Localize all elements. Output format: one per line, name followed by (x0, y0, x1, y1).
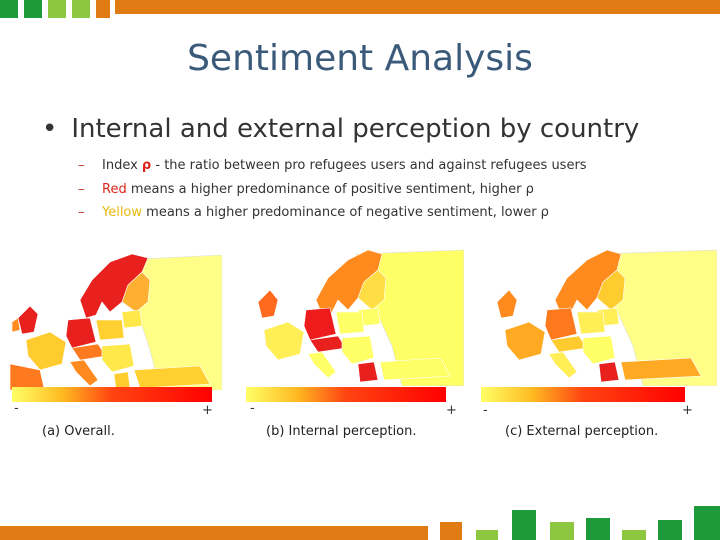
caption-internal: (b) Internal perception. (266, 424, 417, 439)
bullet-dot: • (42, 114, 58, 144)
map-c-balkans (582, 335, 616, 365)
sub-bullet-red: – Red means a higher predominance of posi… (78, 178, 587, 202)
caption-overall: (a) Overall. (42, 424, 115, 439)
top-square-1 (0, 0, 18, 18)
bottom-square-6 (622, 530, 646, 540)
map-external (479, 240, 717, 386)
colorbar-external (481, 387, 685, 402)
colorbar-c-minus: - (483, 403, 488, 418)
slide-title: Sentiment Analysis (187, 38, 533, 79)
top-decoration (0, 0, 720, 18)
sub1-rest: - the ratio between pro refugees users a… (151, 158, 587, 173)
map-overall (10, 240, 222, 390)
bottom-decoration (0, 506, 720, 540)
map-a-ireland (11, 317, 21, 333)
bottom-square-1 (440, 522, 462, 540)
map-b-balkans (341, 335, 375, 365)
yellow-word: Yellow (102, 205, 143, 220)
sub-bullet-index: – Index ρ - the ratio between pro refugee… (78, 154, 587, 178)
map-c-poland (576, 311, 606, 335)
sub1-prefix: Index (102, 158, 142, 173)
bottom-square-2 (476, 530, 498, 540)
top-stripe (115, 0, 720, 14)
top-square-5 (96, 0, 110, 18)
map-b-france (263, 321, 305, 361)
map-a-france (25, 331, 67, 371)
bottom-square-4 (550, 522, 574, 540)
dash-1: – (78, 158, 85, 173)
map-internal (244, 240, 464, 386)
dash-3: – (78, 205, 85, 220)
top-square-4 (72, 0, 90, 18)
map-b-germany (303, 307, 337, 341)
map-b-italy (307, 351, 337, 379)
rho-symbol: ρ (141, 158, 152, 173)
sub3-rest: means a higher predominance of negative … (142, 205, 549, 220)
map-a-uk (17, 305, 39, 335)
map-c-uk (496, 289, 518, 319)
map-c-greece (598, 361, 620, 383)
main-bullet: • Internal and external perception by cou… (42, 114, 639, 144)
map-c-germany (544, 307, 578, 341)
map-b-greece (357, 361, 379, 383)
top-square-3 (48, 0, 66, 18)
map-a-italy (69, 359, 99, 387)
caption-external: (c) External perception. (505, 424, 659, 439)
map-a-poland (95, 319, 125, 341)
bottom-square-5 (586, 518, 610, 540)
map-b-poland (335, 311, 365, 335)
colorbar-internal (246, 387, 446, 402)
bottom-square-8 (694, 506, 720, 540)
colorbar-a-minus: - (14, 401, 19, 416)
map-b-uk (257, 289, 279, 319)
bottom-square-3 (512, 510, 536, 540)
bottom-stripe (0, 526, 428, 540)
colorbar-a-plus: + (202, 403, 213, 418)
map-c-turkey (620, 357, 702, 381)
dash-2: – (78, 181, 85, 197)
sub-bullets: – Index ρ - the ratio between pro refugee… (78, 154, 587, 225)
sub2-rest: means a higher predominance of positive … (126, 181, 534, 197)
map-c-italy (548, 351, 578, 379)
map-a-germany (65, 317, 97, 349)
red-word: Red (102, 181, 127, 197)
map-c-france (504, 321, 546, 361)
bullet-text: Internal and external perception by coun… (71, 114, 640, 144)
map-a-balkans (101, 343, 135, 373)
colorbar-c-plus: + (682, 403, 693, 418)
map-a-turkey (133, 365, 211, 389)
map-b-turkey (379, 357, 451, 381)
colorbar-overall (12, 387, 212, 402)
map-a-baltics (121, 309, 143, 329)
colorbar-b-plus: + (446, 403, 457, 418)
sub-bullet-yellow: – Yellow means a higher predominance of n… (78, 201, 587, 225)
colorbar-b-minus: - (250, 401, 255, 416)
bottom-square-7 (658, 520, 682, 540)
top-square-2 (24, 0, 42, 18)
